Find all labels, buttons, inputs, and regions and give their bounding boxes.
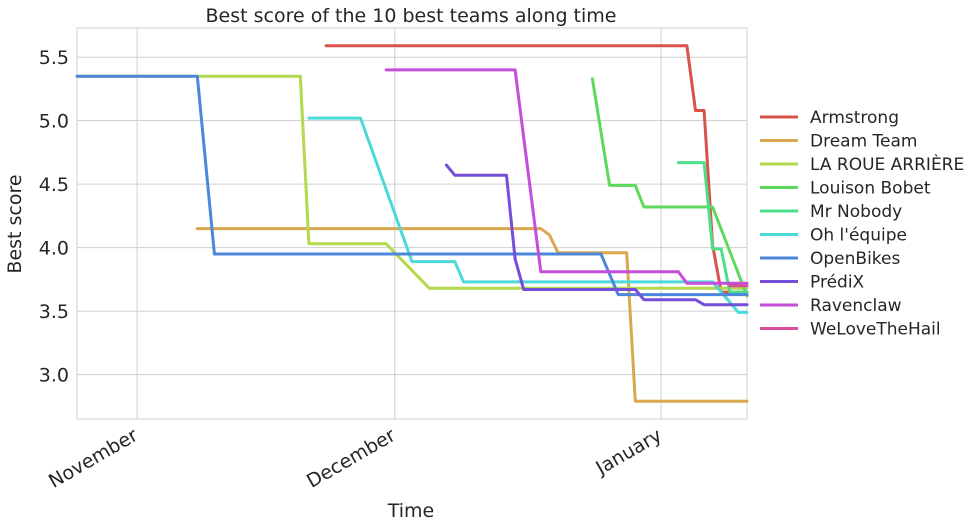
y-tick-label: 5.0 — [39, 111, 69, 133]
x-axis-label: Time — [387, 500, 435, 522]
y-axis-label: Best score — [4, 174, 26, 273]
legend-label-ravenclaw: Ravenclaw — [810, 296, 902, 316]
series-line-la-roue-arri-re — [75, 74, 749, 290]
series-line-louison-bobet — [590, 77, 749, 298]
legend-label-la-roue-arri-re: LA ROUE ARRIÈRE — [810, 153, 964, 175]
y-tick-label: 3.0 — [39, 365, 69, 387]
x-tick-label: November — [45, 424, 142, 493]
series-line-pr-dix — [444, 163, 749, 307]
chart-title: Best score of the 10 best teams along ti… — [206, 5, 617, 27]
legend-label-welovethehail: WeLoveTheHail — [810, 320, 941, 340]
x-tick-label: December — [303, 424, 399, 492]
legend-label-armstrong: Armstrong — [810, 108, 899, 128]
legend-label-pr-dix: PrédiX — [810, 273, 865, 293]
legend-label-dream-team: Dream Team — [810, 132, 917, 152]
legend-label-mr-nobody: Mr Nobody — [810, 202, 902, 222]
series-line-ravenclaw — [384, 68, 749, 285]
x-tick-label: January — [591, 424, 665, 480]
y-tick-label: 4.0 — [39, 238, 69, 260]
legend-label-openbikes: OpenBikes — [810, 249, 900, 269]
legend-label-louison-bobet: Louison Bobet — [810, 179, 931, 199]
y-tick-label: 4.5 — [39, 174, 69, 196]
plot-area — [75, 44, 749, 403]
grid — [76, 27, 748, 420]
series-line-oh-l-quipe — [307, 116, 749, 314]
series-line-mr-nobody — [676, 161, 749, 294]
x-axis-ticks: November December January — [45, 424, 666, 493]
plot-frame — [76, 27, 748, 420]
y-tick-label: 5.5 — [39, 47, 69, 69]
y-axis-ticks: 3.0 3.5 4.0 4.5 5.0 5.5 — [39, 47, 69, 386]
legend-label-oh-l-quipe: Oh l'équipe — [810, 226, 907, 246]
y-tick-label: 3.5 — [39, 301, 69, 323]
